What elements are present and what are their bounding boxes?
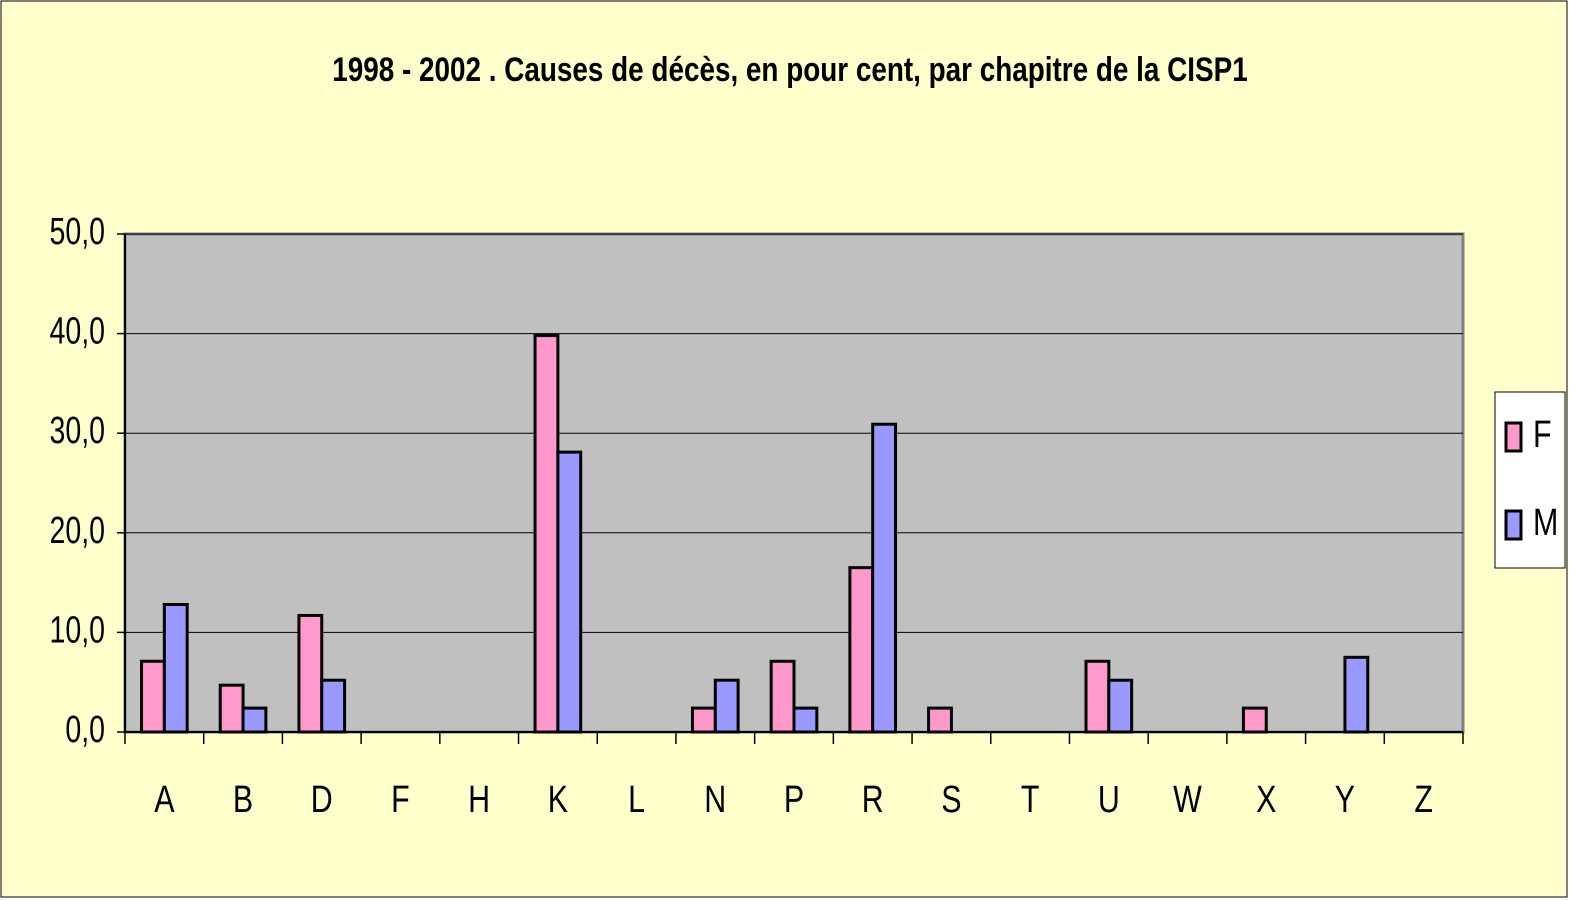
bar [1343, 655, 1370, 734]
x-tick-label: F [391, 779, 410, 821]
x-tick-label: H [468, 779, 490, 821]
x-tick-label: S [941, 779, 961, 821]
y-tick-label: 10,0 [50, 610, 105, 652]
y-tick-label: 50,0 [50, 211, 105, 253]
x-tick-label: X [1256, 779, 1276, 821]
legend-swatch [1504, 421, 1523, 453]
bar [162, 603, 189, 734]
x-tick-label: Y [1335, 779, 1355, 821]
bar [297, 613, 324, 734]
x-tick-label: K [548, 779, 568, 821]
x-tick-label: T [1021, 779, 1040, 821]
bar [241, 706, 268, 734]
legend-label: F [1533, 414, 1552, 456]
plot-area [123, 232, 1465, 734]
legend-swatch [1504, 509, 1523, 541]
bar [533, 334, 560, 734]
bar [1241, 706, 1268, 734]
legend-label: M [1533, 502, 1558, 544]
bar [713, 678, 740, 734]
y-tick-label: 20,0 [50, 510, 105, 552]
x-tick-label: N [704, 779, 726, 821]
bar [320, 678, 347, 734]
bar [769, 659, 796, 734]
bar [848, 566, 875, 734]
x-tick-label: Z [1414, 779, 1433, 821]
bar [218, 683, 245, 734]
bar [556, 450, 583, 734]
bar [871, 422, 898, 734]
bar [1107, 678, 1134, 734]
bar [140, 659, 166, 734]
x-tick-label: R [862, 779, 884, 821]
bar [792, 706, 819, 734]
y-tick-label: 40,0 [50, 311, 105, 353]
x-tick-label: W [1173, 779, 1202, 821]
y-tick-label: 30,0 [50, 410, 105, 452]
x-tick-label: D [311, 779, 333, 821]
bar [1084, 659, 1111, 734]
y-tick-label: 0,0 [65, 709, 105, 751]
x-tick-label: A [154, 779, 174, 821]
x-tick-label: L [628, 779, 645, 821]
bar [690, 706, 717, 734]
chart-title: 1998 - 2002 . Causes de décès, en pour c… [332, 50, 1247, 88]
x-tick-label: U [1098, 779, 1120, 821]
x-tick-label: P [784, 779, 804, 821]
bar [927, 706, 953, 734]
x-tick-label: B [233, 779, 253, 821]
